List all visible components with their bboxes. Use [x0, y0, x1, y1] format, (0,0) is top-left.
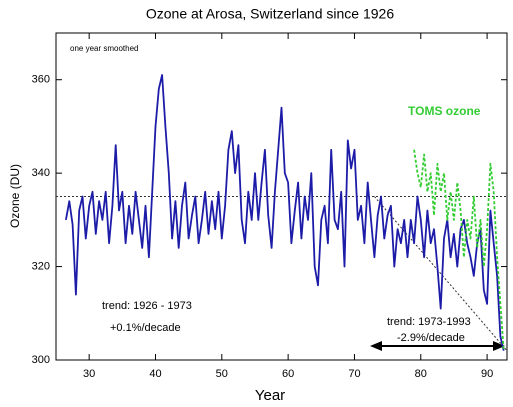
x-tick-label: 70 — [348, 368, 360, 380]
annotation: trend: 1973-1993 — [387, 316, 471, 328]
x-tick-label: 30 — [83, 368, 95, 380]
x-tick-label: 50 — [216, 368, 228, 380]
annotation: -2.9%/decade — [397, 332, 465, 344]
x-tick-label: 90 — [481, 368, 493, 380]
annotation: one year smoothed — [70, 44, 139, 53]
y-tick-label: 320 — [32, 260, 50, 272]
x-tick-label: 60 — [282, 368, 294, 380]
series-line — [65, 74, 505, 351]
trend-line — [374, 196, 508, 352]
y-tick-label: 300 — [32, 354, 50, 366]
x-tick-label: 40 — [149, 368, 161, 380]
y-tick-label: 340 — [32, 167, 50, 179]
chart-title: Ozone at Arosa, Switzerland since 1926 — [146, 6, 394, 22]
annotation: trend: 1926 - 1973 — [102, 300, 192, 312]
x-tick-label: 80 — [415, 368, 427, 380]
annotation: +0.1%/decade — [110, 322, 181, 334]
y-tick-label: 360 — [32, 74, 50, 86]
trend-arrow — [370, 341, 505, 351]
series-line — [413, 149, 505, 351]
x-axis-label: Year — [255, 387, 285, 404]
y-axis-label: Ozone (DU) — [8, 164, 22, 228]
series-label: TOMS ozone — [408, 104, 481, 118]
